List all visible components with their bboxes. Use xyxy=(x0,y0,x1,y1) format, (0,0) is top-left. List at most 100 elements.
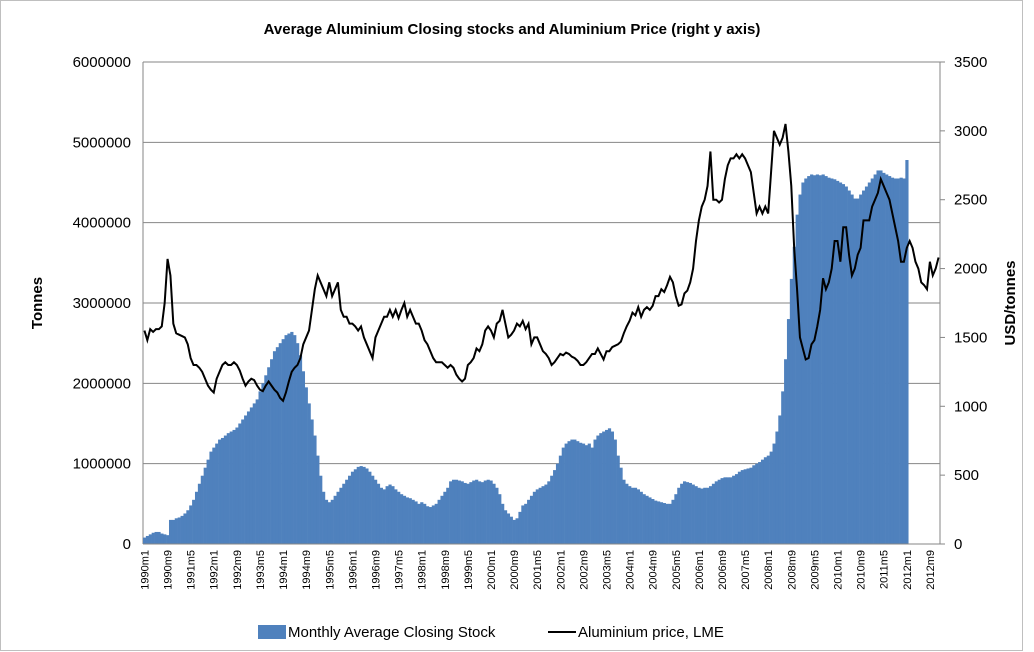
legend-swatch xyxy=(258,625,286,639)
bar xyxy=(665,503,669,544)
bar xyxy=(810,174,814,544)
bar xyxy=(691,484,695,544)
bar xyxy=(830,178,834,544)
bar xyxy=(587,443,591,544)
bar xyxy=(451,479,456,544)
chart-title: Average Aluminium Closing stocks and Alu… xyxy=(264,21,761,38)
bar xyxy=(818,175,822,544)
x-tick-label: 2012m1 xyxy=(902,550,914,590)
bar xyxy=(893,178,897,544)
bar xyxy=(801,182,805,544)
x-tick-label: 1990m1 xyxy=(139,550,151,590)
bar xyxy=(882,172,886,545)
bar xyxy=(379,487,383,544)
bar xyxy=(824,176,828,544)
bar xyxy=(879,170,883,544)
bar xyxy=(218,439,222,544)
bar xyxy=(501,503,505,544)
bar xyxy=(255,399,259,544)
bar xyxy=(408,498,412,544)
bar xyxy=(524,503,528,544)
bar xyxy=(616,455,620,544)
bar xyxy=(619,467,623,544)
bar xyxy=(711,483,716,544)
bar xyxy=(786,319,791,544)
x-tick-label: 2006m9 xyxy=(717,550,729,590)
bar xyxy=(423,503,427,544)
bar xyxy=(258,391,262,544)
bar xyxy=(157,531,161,544)
bar xyxy=(368,471,372,544)
bar xyxy=(622,479,626,544)
y2-tick-label: 3500 xyxy=(954,54,987,71)
bar xyxy=(685,482,690,544)
bar xyxy=(613,439,617,544)
bar xyxy=(348,475,352,544)
bar xyxy=(859,194,863,545)
bar xyxy=(558,455,563,544)
bar xyxy=(310,419,314,544)
bar xyxy=(446,487,450,544)
y2-tick-label: 3000 xyxy=(954,123,987,140)
bar xyxy=(477,481,482,544)
bar xyxy=(518,511,522,544)
bar xyxy=(145,535,150,544)
bar xyxy=(853,198,857,545)
x-tick-label: 2009m5 xyxy=(809,550,821,590)
bar xyxy=(298,355,303,544)
bar xyxy=(437,499,441,544)
bar xyxy=(870,178,874,544)
x-tick-label: 2002m9 xyxy=(578,550,590,590)
bar xyxy=(166,535,170,544)
bar xyxy=(836,180,840,545)
bar xyxy=(160,533,164,544)
bar xyxy=(584,445,589,544)
bar xyxy=(740,470,744,544)
bar xyxy=(154,531,158,544)
bar xyxy=(677,487,681,544)
bar xyxy=(659,502,664,544)
x-tick-label: 1995m5 xyxy=(324,550,336,590)
y2-tick-label: 2000 xyxy=(954,261,987,278)
bar xyxy=(763,457,768,544)
bar xyxy=(206,459,210,544)
x-tick-label: 1998m9 xyxy=(440,550,452,590)
x-tick-label: 2008m1 xyxy=(763,550,775,590)
bar xyxy=(483,480,487,544)
bar xyxy=(220,437,225,544)
bar xyxy=(671,499,675,544)
bar xyxy=(602,431,606,544)
bar xyxy=(197,483,202,544)
bar xyxy=(648,497,652,544)
bar xyxy=(636,489,640,544)
bar xyxy=(417,503,421,544)
bar xyxy=(414,501,418,544)
bar xyxy=(905,160,909,545)
bar xyxy=(841,184,846,544)
x-tick-label: 1997m5 xyxy=(394,550,406,590)
bar xyxy=(425,506,430,544)
bar xyxy=(766,455,770,544)
bar xyxy=(850,194,854,545)
bar xyxy=(668,503,672,544)
bar xyxy=(610,431,614,544)
bar xyxy=(489,480,493,544)
bar xyxy=(867,182,871,544)
x-tick-label: 1996m1 xyxy=(347,550,359,590)
x-tick-label: 2012m9 xyxy=(925,550,937,590)
x-tick-label: 2007m5 xyxy=(740,550,752,590)
bar xyxy=(342,483,346,544)
bar xyxy=(547,481,551,544)
bar xyxy=(555,463,560,544)
bar xyxy=(570,439,574,544)
bar xyxy=(682,481,687,544)
bar xyxy=(405,497,409,544)
bar xyxy=(752,465,756,544)
bar xyxy=(633,487,638,544)
x-tick-label: 1990m9 xyxy=(163,550,175,590)
bar xyxy=(443,491,447,544)
x-tick-label: 2003m5 xyxy=(601,550,613,590)
bar xyxy=(212,447,216,544)
y-tick-label: 0 xyxy=(123,536,131,553)
bar xyxy=(541,486,545,544)
